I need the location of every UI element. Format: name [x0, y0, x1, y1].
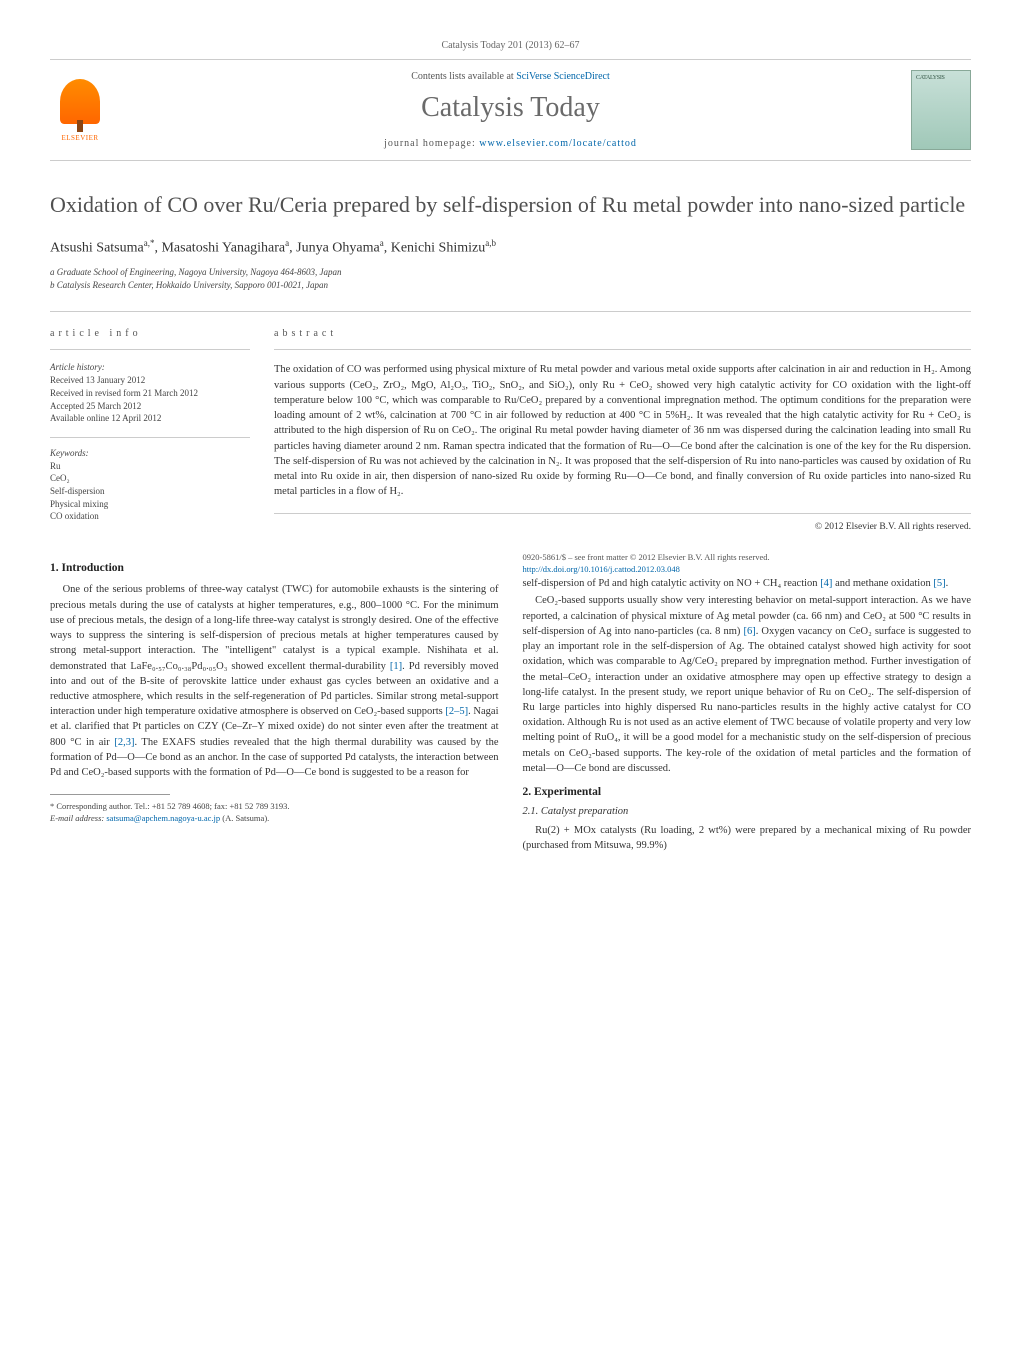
authors-line: Atsushi Satsumaa,*, Masatoshi Yanagihara… — [50, 238, 971, 257]
history-revised: Received in revised form 21 March 2012 — [50, 387, 250, 400]
journal-reference: Catalysis Today 201 (2013) 62–67 — [50, 40, 971, 51]
keyword-2: CeO₂ — [50, 472, 250, 485]
experimental-para-1: Ru(2) + MOx catalysts (Ru loading, 2 wt%… — [523, 823, 972, 853]
keyword-4: Physical mixing — [50, 498, 250, 511]
contents-prefix: Contents lists available at — [411, 71, 516, 82]
abstract-heading: abstract — [274, 328, 971, 350]
abstract-column: abstract The oxidation of CO was perform… — [274, 328, 971, 532]
journal-title: Catalysis Today — [110, 92, 911, 124]
masthead-center: Contents lists available at SciVerse Sci… — [110, 71, 911, 149]
homepage-link[interactable]: www.elsevier.com/locate/cattod — [479, 138, 637, 149]
citation-link[interactable]: [1] — [390, 661, 402, 672]
email-label: E-mail address: — [50, 813, 106, 823]
affiliation-a: a Graduate School of Engineering, Nagoya… — [50, 266, 971, 279]
masthead: ELSEVIER Contents lists available at Sci… — [50, 59, 971, 161]
journal-cover-thumb: CATALYSIS — [911, 70, 971, 150]
affiliations: a Graduate School of Engineering, Nagoya… — [50, 266, 971, 291]
elsevier-tree-icon — [60, 79, 100, 124]
cover-brand-label: CATALYSIS — [916, 75, 945, 81]
keyword-5: CO oxidation — [50, 510, 250, 523]
article-title: Oxidation of CO over Ru/Ceria prepared b… — [50, 191, 971, 220]
history-online: Available online 12 April 2012 — [50, 412, 250, 425]
body-columns: 1. Introduction One of the serious probl… — [50, 552, 971, 853]
abstract-copyright: © 2012 Elsevier B.V. All rights reserved… — [274, 522, 971, 532]
keyword-1: Ru — [50, 460, 250, 473]
subsection-2-1-heading: 2.1. Catalyst preparation — [523, 806, 972, 817]
homepage-prefix: journal homepage: — [384, 138, 479, 149]
keywords-label: Keywords: — [50, 437, 250, 458]
citation-link[interactable]: [2–5] — [445, 706, 468, 717]
email-link[interactable]: satsuma@apchem.nagoya-u.ac.jp — [106, 813, 220, 823]
citation-link[interactable]: [2,3] — [114, 737, 134, 748]
email-suffix: (A. Satsuma). — [222, 813, 269, 823]
section-1-heading: 1. Introduction — [50, 562, 499, 574]
history-received: Received 13 January 2012 — [50, 374, 250, 387]
page-root: Catalysis Today 201 (2013) 62–67 ELSEVIE… — [0, 0, 1021, 893]
citation-link[interactable]: [5] — [933, 578, 945, 589]
affiliation-b: b Catalysis Research Center, Hokkaido Un… — [50, 279, 971, 292]
article-info-block: article info Article history: Received 1… — [50, 328, 250, 532]
corr-author-footnote: * Corresponding author. Tel.: +81 52 789… — [50, 801, 499, 813]
intro-para-3: CeO₂-based supports usually show very in… — [523, 593, 972, 776]
sciencedirect-link[interactable]: SciVerse ScienceDirect — [516, 71, 610, 82]
email-footnote: E-mail address: satsuma@apchem.nagoya-u.… — [50, 813, 499, 825]
section-2-heading: 2. Experimental — [523, 786, 972, 798]
homepage-line: journal homepage: www.elsevier.com/locat… — [110, 138, 911, 149]
info-abstract-row: article info Article history: Received 1… — [50, 311, 971, 532]
doi-link[interactable]: http://dx.doi.org/10.1016/j.cattod.2012.… — [523, 564, 680, 574]
publisher-logo: ELSEVIER — [50, 75, 110, 145]
contents-line: Contents lists available at SciVerse Sci… — [110, 71, 911, 82]
footnote-rule — [50, 794, 170, 795]
keyword-3: Self-dispersion — [50, 485, 250, 498]
intro-para-1: One of the serious problems of three-way… — [50, 582, 499, 780]
citation-link[interactable]: [4] — [820, 578, 832, 589]
publisher-name: ELSEVIER — [61, 134, 98, 142]
citation-link[interactable]: [6] — [743, 626, 755, 637]
article-info-heading: article info — [50, 328, 250, 350]
history-accepted: Accepted 25 March 2012 — [50, 400, 250, 413]
abstract-text: The oxidation of CO was performed using … — [274, 362, 971, 514]
intro-para-2-continuation: self-dispersion of Pd and high catalytic… — [523, 576, 972, 591]
footnote-block: * Corresponding author. Tel.: +81 52 789… — [50, 794, 499, 825]
footer-meta: 0920-5861/$ – see front matter © 2012 El… — [523, 552, 972, 576]
history-label: Article history: — [50, 362, 250, 372]
footer-front-matter: 0920-5861/$ – see front matter © 2012 El… — [523, 552, 972, 564]
